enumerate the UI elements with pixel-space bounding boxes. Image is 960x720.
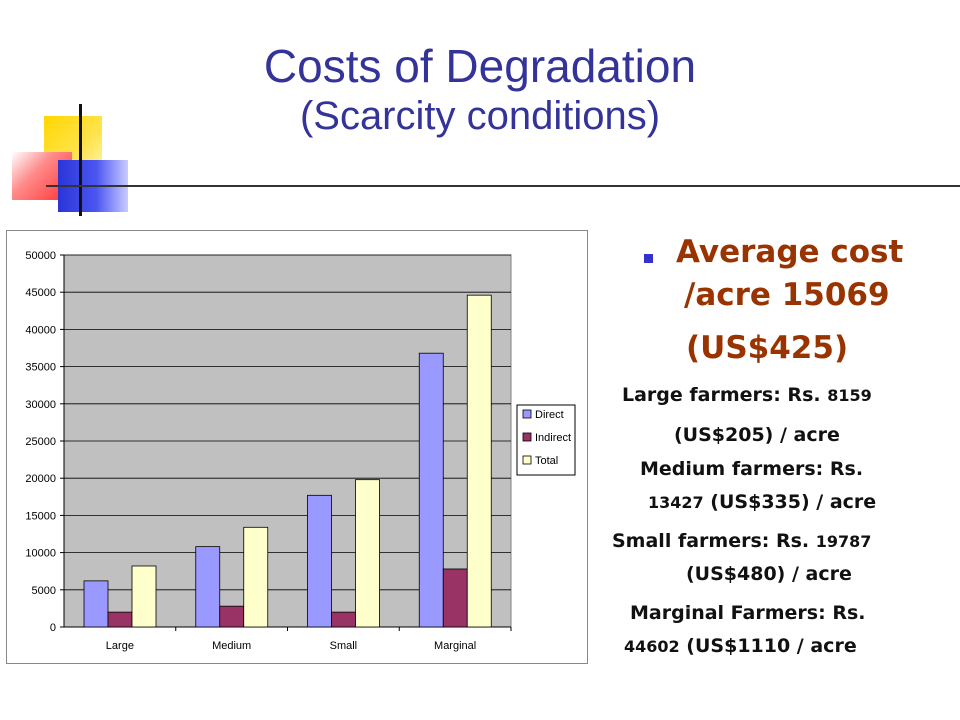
bar-indirect-marginal — [442, 568, 468, 628]
title-underline-wrap — [0, 0, 960, 230]
medium-farmers-line2: 13427 (US$335) / acre — [648, 491, 876, 513]
legend-swatch-indirect — [522, 432, 532, 442]
average-cost-usd: (US$425) — [686, 330, 849, 366]
marginal-farmers-cost: 44602 — [624, 637, 680, 656]
large-farmers-label: Large farmers: Rs. — [622, 384, 821, 406]
y-tick-label: 35000 — [25, 362, 56, 374]
y-tick-label: 20000 — [25, 473, 56, 485]
chart-canvas: 0 5000 10000 15000 20000 25000 30000 35000 40000… — [25, 250, 576, 652]
average-cost-line1: Average cost — [676, 234, 904, 270]
title-underline — [46, 185, 960, 187]
small-farmers-line1: Small farmers: Rs. 19787 — [612, 530, 871, 552]
square-bullet-icon — [644, 254, 653, 263]
bar-direct-medium — [195, 546, 221, 628]
medium-farmers-label: Medium farmers: Rs. — [640, 458, 864, 480]
legend-label-total: Total — [535, 455, 558, 467]
legend-swatch-direct — [522, 409, 532, 419]
x-tick-label: Marginal — [434, 640, 476, 652]
bar-indirect-small — [331, 611, 356, 628]
bar-total-medium — [243, 526, 269, 628]
bar-indirect-medium — [219, 605, 245, 628]
x-tick-label: Small — [330, 640, 358, 652]
marginal-farmers-label: Marginal Farmers: Rs. — [630, 602, 866, 624]
large-farmers-cost: 8159 — [827, 386, 872, 405]
page-title: Costs of Degradation (Scarcity condition… — [180, 40, 780, 139]
y-tick-label: 45000 — [25, 287, 56, 299]
medium-farmers-usd: (US$335) / acre — [710, 491, 877, 513]
small-farmers-label: Small farmers: Rs. — [612, 530, 810, 552]
y-tick-label: 30000 — [25, 399, 56, 411]
y-tick-label: 50000 — [25, 250, 56, 262]
y-tick-label: 0 — [50, 622, 56, 634]
page-title-line1: Costs of Degradation — [263, 40, 697, 92]
y-tick-label: 15000 — [25, 510, 56, 522]
bar-chart: 0 5000 10000 15000 20000 25000 30000 35000 40000… — [6, 230, 588, 664]
bar-direct-small — [307, 494, 332, 628]
small-farmers-usd: (US$480) / acre — [686, 563, 852, 585]
bar-direct-marginal — [418, 352, 444, 628]
marginal-farmers-usd: (US$1110 / acre — [686, 635, 857, 657]
marginal-farmers-line2: 44602 (US$1110 / acre — [624, 635, 857, 657]
bar-direct-large — [83, 580, 109, 628]
small-farmers-cost: 19787 — [815, 532, 872, 551]
bar-total-small — [355, 479, 380, 628]
bar-indirect-large — [107, 611, 133, 628]
vertical-rule — [79, 104, 82, 216]
y-tick-label: 40000 — [25, 324, 56, 336]
legend-label-indirect: Indirect — [535, 432, 571, 444]
y-tick-label: 25000 — [25, 436, 56, 448]
y-tick-label: 5000 — [32, 585, 56, 597]
bar-total-large — [131, 565, 157, 628]
large-farmers-line1: Large farmers: Rs. 8159 — [622, 384, 872, 406]
large-farmers-usd: (US$205) / acre — [674, 424, 840, 446]
x-tick-label: Medium — [212, 640, 251, 652]
y-tick-label: 10000 — [25, 548, 56, 560]
x-tick-label: Large — [106, 640, 134, 652]
legend-swatch-total — [522, 455, 532, 465]
medium-farmers-cost: 13427 — [648, 493, 704, 512]
average-cost-line2: /acre 15069 — [684, 277, 890, 313]
bar-total-marginal — [466, 294, 492, 628]
page-title-line2: (Scarcity conditions) — [299, 93, 661, 138]
legend-label-direct: Direct — [535, 409, 564, 421]
